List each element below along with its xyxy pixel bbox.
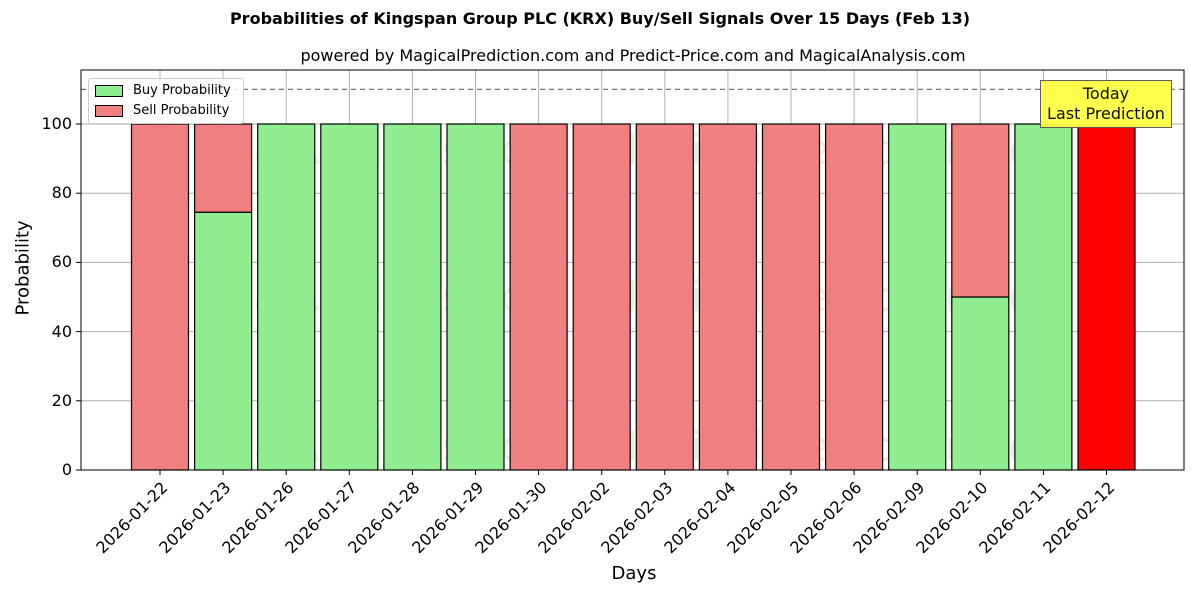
bar-buy — [888, 123, 947, 471]
bar-sell — [194, 123, 253, 213]
annotation-line2: Last Prediction — [1047, 104, 1165, 123]
bar-buy — [1014, 123, 1073, 471]
bar-buy — [951, 296, 1010, 471]
y-tick-label: 20 — [51, 390, 72, 410]
bar-sell — [1077, 123, 1136, 471]
axes-frame — [80, 69, 1185, 471]
legend-item-sell: Sell Probability — [95, 103, 229, 118]
today-annotation: Today Last Prediction — [1040, 80, 1172, 128]
chart-subtitle: powered by MagicalPrediction.com and Pre… — [300, 46, 966, 65]
bar-buy — [194, 211, 253, 471]
bar-buy — [320, 123, 379, 471]
legend-sell-label: Sell Probability — [133, 103, 230, 118]
bar-sell — [824, 123, 884, 471]
chart-title: Probabilities of Kingspan Group PLC (KRX… — [229, 9, 971, 28]
x-axis-label: Days — [611, 563, 657, 584]
y-tick-label: 100 — [41, 114, 72, 133]
bar-sell — [635, 123, 694, 471]
legend-buy-label: Buy Probability — [133, 83, 231, 98]
bar-sell — [698, 123, 758, 471]
bar-buy — [383, 123, 442, 471]
y-tick-label: 60 — [51, 252, 72, 272]
legend: Buy Probability Sell Probability — [88, 78, 244, 124]
legend-item-buy: Buy Probability — [95, 83, 231, 98]
sell-swatch-icon — [95, 104, 123, 117]
buy-swatch-icon — [95, 84, 123, 97]
bar-sell — [509, 123, 568, 471]
y-tick-label: 80 — [51, 183, 72, 203]
bar-buy — [446, 123, 505, 471]
bar-buy — [257, 123, 316, 471]
bar-sell — [761, 123, 821, 471]
bar-sell — [572, 123, 631, 471]
y-axis-label: Probability — [12, 220, 34, 316]
annotation-line1: Today — [1082, 84, 1130, 103]
bar-sell — [130, 123, 190, 471]
y-tick-label: 40 — [51, 321, 72, 341]
bar-sell — [951, 123, 1010, 298]
y-tick-label: 0 — [61, 460, 72, 479]
